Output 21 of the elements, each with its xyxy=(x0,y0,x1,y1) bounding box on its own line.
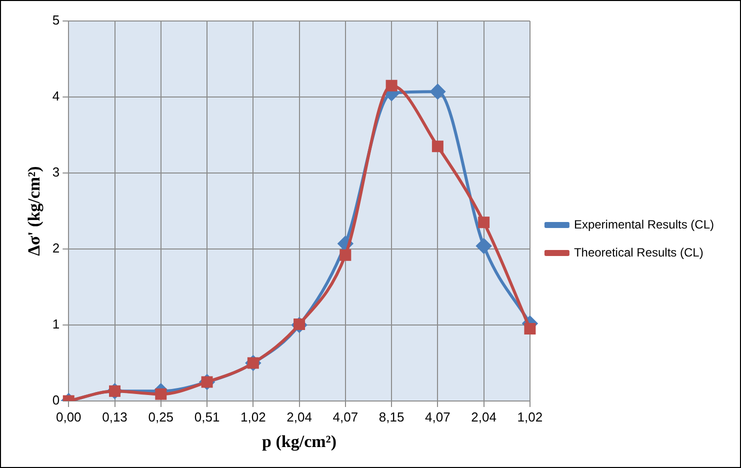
x-tick-label: 0,51 xyxy=(194,409,220,424)
x-tick-label: 1,02 xyxy=(240,409,266,424)
x-tick-label: 4,07 xyxy=(332,409,358,424)
x-tick-label: 2,04 xyxy=(471,409,496,424)
y-tick-label: 0 xyxy=(52,392,60,408)
x-tick-label: 0,00 xyxy=(56,409,82,424)
x-tick-label: 2,04 xyxy=(286,409,312,424)
x-tick-label: 0,25 xyxy=(148,409,174,424)
x-tick-label: 8,15 xyxy=(378,409,404,424)
y-axis-title: Δσ' (kg/cm²) xyxy=(24,166,44,256)
y-tick-label: 5 xyxy=(52,12,60,28)
x-tick-label: 4,07 xyxy=(425,409,450,424)
x-tick-label: 1,02 xyxy=(517,409,543,424)
y-tick-label: 4 xyxy=(52,88,60,104)
legend-label: Theoretical Results (CL) xyxy=(574,245,704,260)
y-tick-label: 3 xyxy=(52,164,60,180)
y-tick-label: 1 xyxy=(52,316,60,332)
y-tick-label: 2 xyxy=(52,240,60,256)
x-tick-label: 0,13 xyxy=(102,409,128,424)
x-axis-title: p (kg/cm²) xyxy=(262,432,337,452)
legend-label: Experimental Results (CL) xyxy=(574,217,714,232)
